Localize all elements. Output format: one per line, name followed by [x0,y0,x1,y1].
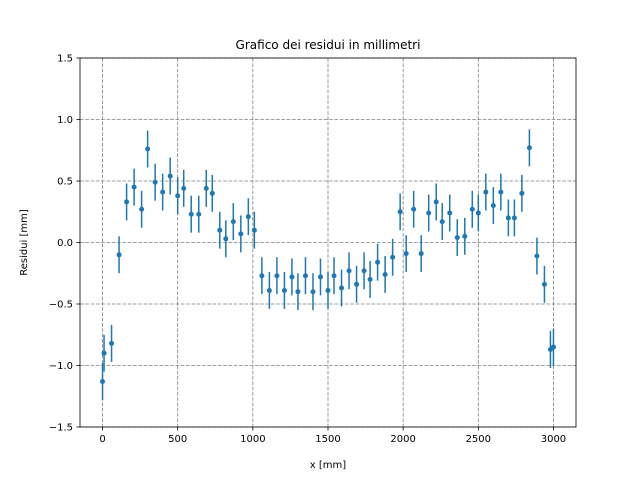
data-point [454,235,460,241]
data-point [346,268,352,274]
data-point [124,199,130,205]
data-point [203,185,209,191]
data-point [145,146,151,152]
data-point [354,281,360,287]
data-point [175,193,181,199]
data-point [281,287,287,293]
data-point [259,273,265,279]
data-point [230,219,236,225]
data-point [302,273,308,279]
x-tick-label: 3000 [541,434,566,445]
data-point [295,289,301,295]
data-point [196,211,202,217]
data-point [109,340,115,346]
data-point [325,287,331,293]
data-point [375,259,381,265]
y-tick-label: 0.0 [57,238,73,249]
data-point [469,206,475,212]
x-tick-label: 1000 [240,434,265,445]
data-point [152,179,158,185]
data-point [550,344,556,350]
data-point [462,233,468,239]
y-axis-label: Residui [mm] [19,209,30,276]
data-point [361,268,367,274]
data-point [251,227,257,233]
x-axis-label: x [mm] [310,460,346,471]
x-tick-label: 2000 [390,434,415,445]
data-point [331,273,337,279]
data-point [511,215,517,221]
y-tick-label: 1.0 [57,115,73,126]
data-point [397,209,403,215]
data-point [116,252,122,258]
data-point [439,219,445,225]
data-point [505,215,511,221]
data-point [289,274,295,280]
data-point [317,274,323,280]
data-point [217,227,223,233]
data-point [534,253,540,259]
data-point [433,199,439,205]
data-point [131,184,137,190]
y-tick-label: −1.5 [49,423,73,434]
data-point [475,210,481,216]
data-point [160,189,166,195]
data-point [426,210,432,216]
x-tick-label: 500 [168,434,187,445]
y-tick-label: −1.0 [49,361,73,372]
data-point [411,206,417,212]
axis-ticks: 0 500 1000 1500 2000 2500 3000 −1.5 −1.0 −0.5 0.0 0… [49,54,566,446]
data-point [490,203,496,209]
data-point [382,271,388,277]
data-point [418,251,424,257]
data-point [181,185,187,191]
data-point [101,350,107,356]
y-tick-label: 0.5 [57,177,73,188]
data-point [100,378,106,384]
data-point [390,254,396,260]
data-point [139,206,145,212]
data-point [245,214,251,220]
data-point [266,287,272,293]
data-point [526,145,532,151]
data-point [403,251,409,257]
data-point [339,285,345,291]
data-point [447,210,453,216]
data-point [274,273,280,279]
x-tick-label: 1500 [315,434,340,445]
data-point [519,190,525,196]
data-point [167,173,173,179]
chart-title: Grafico dei residui in millimetri [236,38,421,52]
data-series [100,129,556,400]
data-point [188,211,194,217]
data-point [310,289,316,295]
data-point [541,281,547,287]
y-tick-label: 1.5 [57,54,73,65]
x-tick-label: 0 [99,434,105,445]
data-point [367,276,373,282]
data-point [498,189,504,195]
x-tick-label: 2500 [466,434,491,445]
data-point [209,190,215,196]
data-point [223,236,229,242]
y-tick-label: −0.5 [49,300,73,311]
data-point [238,231,244,237]
data-point [483,189,489,195]
